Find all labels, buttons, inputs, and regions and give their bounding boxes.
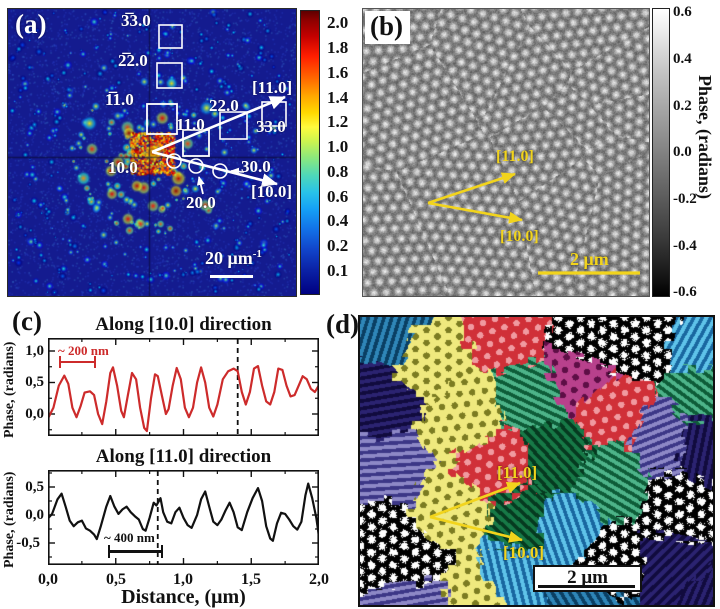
domain-annotation-overlay [429,481,523,543]
cbar-a-tick-1: 1.8 [327,38,349,57]
spot-label-33: 33.0 [256,117,286,136]
spot-box-m22 [156,62,183,89]
direction-label-10: [10.0] [503,543,545,562]
cbar-a-tick-10: 0.1 [327,261,349,280]
direction-label-11: [11.0] [497,463,538,482]
spot-box-m33 [158,24,183,49]
cbar-b-tick-0: 0.6 [673,4,692,20]
panel-d-tag: (d) [326,309,359,339]
direction-label-11: [11.0] [496,148,534,165]
panel-a-colorbar [300,10,320,295]
direction-arrow-11 [151,95,286,154]
direction-label-10: [10.0] [500,228,539,245]
cbar-a-tick-3: 1.4 [327,88,349,107]
top-ytick-2: 0,0 [25,406,44,422]
panel-a-scalebar-label: 20 μm-1 [205,248,262,269]
top-ytick-1: 0,5 [25,374,44,390]
spot-box-m11 [146,103,178,135]
cbar-b-tick-6: -0.6 [673,284,697,300]
xtick-3: 1,5 [241,571,261,588]
bottom-ytick-1: 0,0 [25,507,44,523]
top-ytick-0: 1,0 [25,343,44,359]
spot-label-22: 22.0 [209,96,239,115]
bottom-ytick-0: 0,5 [25,479,44,495]
direction-label-11: [11.0] [252,78,293,97]
spot-circle-10 [166,153,182,169]
xtick-4: 2,0 [309,571,329,588]
bottom-ytick-2: -0,5 [16,535,40,551]
spot-box-22 [219,111,248,140]
bottom-plot-title: Along [11.0] direction [95,446,272,467]
cbar-b-tick-4: -0.2 [673,191,697,207]
cbar-a-tick-0: 2.0 [327,13,349,32]
direction-arrow-11 [429,481,521,519]
cbar-a-tick-6: 0.8 [327,162,349,181]
spot-label-m22: 2̅2.0 [118,51,148,70]
cbar-b-tick-3: 0.0 [673,144,692,160]
panel-b-colorbar [652,8,670,297]
scalebar-sup: -1 [252,248,262,260]
panel-b-tag-box: (b) [365,11,410,44]
panel-a-scalebar-line [210,275,253,278]
phase-annotation-overlay [427,172,640,275]
panel-d-scalebar-line [538,585,635,588]
spot-label-10: 10.0 [108,158,138,177]
spot-box-11 [182,129,210,157]
spot-circle-30 [212,163,228,179]
spot-label-11: 11.0 [176,115,205,134]
cbar-a-tick-8: 0.4 [327,211,349,230]
cbar-b-tick-1: 0.4 [673,51,692,67]
cbar-b-tick-2: 0.2 [673,98,692,114]
cbar-a-tick-7: 0.6 [327,187,349,206]
bottom-period-annotation: ~ 400 nm [104,530,155,545]
direction-arrow-11 [427,172,516,205]
pointer-arrow-30 [230,167,245,176]
spot-circle-20 [188,158,204,174]
cbar-a-tick-4: 1.2 [327,112,349,131]
spot-label-20: 20.0 [186,193,216,212]
xtick-1: 0,5 [106,571,126,588]
fft-annotation-overlay [146,24,287,195]
cbar-b-tick-5: -0.4 [673,238,697,254]
spot-label-m33: 3̅3.0 [121,11,151,30]
spot-box-33 [261,101,287,127]
spot-label-m11: 1̅1.0 [105,90,134,109]
bottom-period-bracket [108,545,163,558]
xtick-0: 0,0 [38,571,58,588]
cbar-a-tick-2: 1.6 [327,63,349,82]
bottom-line-plot [48,470,319,565]
top-period-annotation: ~ 200 nm [58,343,109,358]
x-axis-label: Distance, (μm) [121,586,246,608]
panel-b-scalebar-label: 2 μm [570,249,609,269]
spot-label-30: 30.0 [241,157,271,176]
top-period-bracket [59,356,96,368]
top-plot-title: Along [10.0] direction [95,314,272,335]
panel-a-tag: (a) [15,9,47,39]
scalebar-value: 20 μm [205,248,253,268]
panel-d-scalebar-label: 2 μm [567,567,608,588]
top-line-plot [48,338,319,436]
pointer-arrow-20 [196,176,205,195]
direction-arrow-10 [427,201,523,224]
phase-image [362,8,650,297]
panel-b-colorbar-label: Phase, (radians) [695,75,715,200]
panel-b-tag: (b) [370,11,403,41]
panel-c-tag: (c) [12,306,42,336]
direction-arrow-10 [429,515,523,543]
direction-label-10: [10.0] [251,182,293,201]
cbar-a-tick-5: 1.0 [327,137,349,156]
cbar-a-tick-9: 0.2 [327,236,349,255]
xtick-2: 1,0 [173,571,193,588]
domain-map-image [358,315,715,607]
